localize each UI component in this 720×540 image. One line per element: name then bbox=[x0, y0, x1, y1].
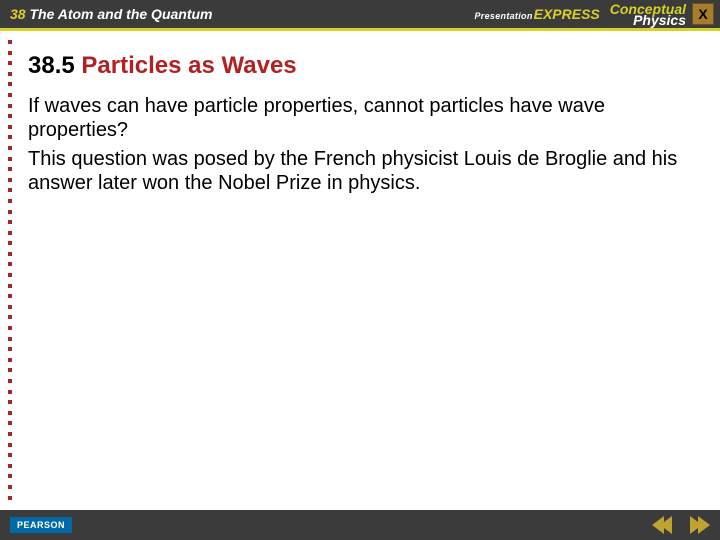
body-text: If waves can have particle properties, c… bbox=[28, 94, 700, 196]
section-heading: 38.5 Particles as Waves bbox=[28, 52, 700, 80]
section-number: 38.5 bbox=[28, 52, 75, 79]
chapter-number: 38 bbox=[10, 6, 26, 22]
topbar-right: Presentation EXPRESS Conceptual Physics … bbox=[475, 3, 715, 26]
presentation-label-small: Presentation bbox=[475, 11, 533, 21]
presentation-label-big: EXPRESS bbox=[534, 6, 600, 22]
section-title: Particles as Waves bbox=[81, 52, 296, 79]
prev-button[interactable] bbox=[652, 516, 678, 534]
paragraph-2: This question was posed by the French ph… bbox=[28, 147, 700, 196]
next-button[interactable] bbox=[684, 516, 710, 534]
content-area: 38.5 Particles as Waves If waves can hav… bbox=[28, 52, 700, 200]
publisher-badge: PEARSON bbox=[10, 517, 72, 533]
book-title: Conceptual Physics bbox=[610, 3, 686, 26]
close-button[interactable]: X bbox=[692, 3, 714, 25]
presentation-express-badge: Presentation EXPRESS bbox=[475, 6, 600, 22]
accent-rule bbox=[0, 28, 720, 31]
close-icon: X bbox=[698, 6, 707, 22]
bottom-bar: PEARSON bbox=[0, 510, 720, 540]
paragraph-1: If waves can have particle properties, c… bbox=[28, 94, 700, 143]
nav-arrows bbox=[652, 516, 710, 534]
slide: 38 The Atom and the Quantum Presentation… bbox=[0, 0, 720, 540]
left-dot-border bbox=[8, 40, 14, 500]
chapter-label: 38 The Atom and the Quantum bbox=[10, 6, 213, 22]
chapter-title: The Atom and the Quantum bbox=[29, 6, 212, 22]
top-bar: 38 The Atom and the Quantum Presentation… bbox=[0, 0, 720, 28]
